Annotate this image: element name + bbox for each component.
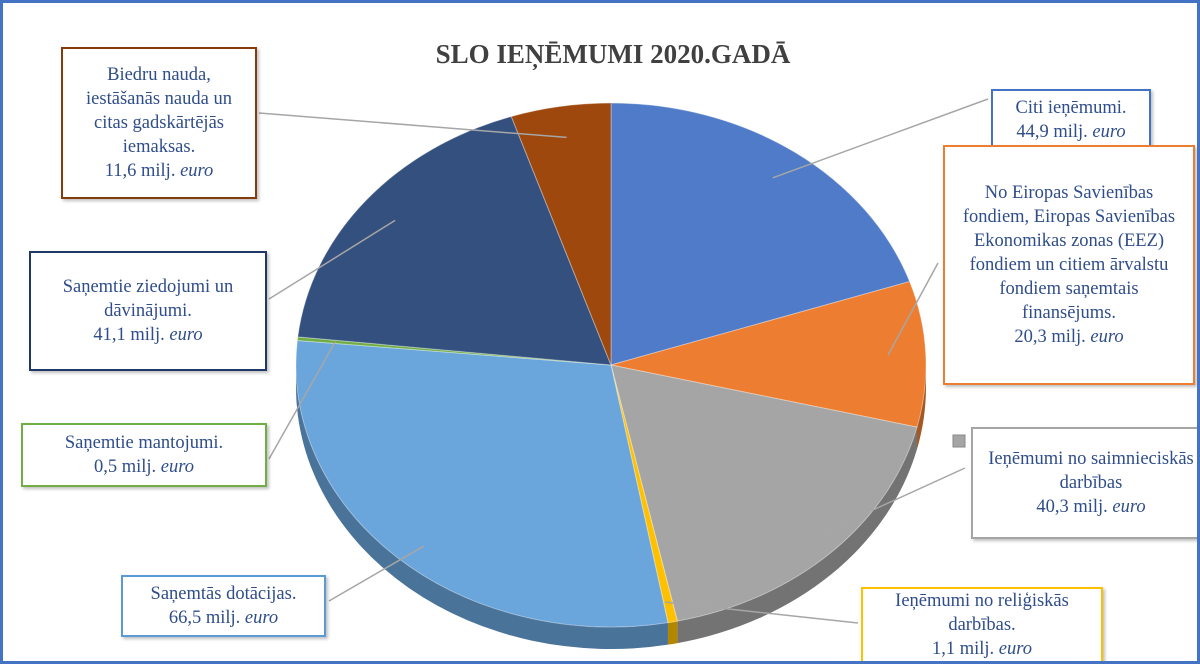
legend-icon: [952, 434, 966, 448]
value-line: 44,9 milj. euro: [999, 120, 1143, 144]
currency: euro: [244, 608, 279, 628]
value-label: 11,6: [104, 161, 137, 181]
category-label: Ieņēmumi no reliģiskās darbības.: [895, 591, 1069, 635]
pie-slice: [297, 115, 612, 366]
slice-side: [917, 365, 927, 450]
value-line: 41,1 milj. euro: [37, 323, 259, 347]
data-callout: Saņemtie mantojumi. 0,5 milj. euro: [21, 423, 267, 487]
category-label: Saņemtie ziedojumi un dāvinājumi.: [62, 277, 234, 321]
value-label: 0,5: [93, 457, 118, 477]
value-label: 41,1: [93, 325, 126, 345]
currency: euro: [1092, 122, 1126, 142]
leader-line: [665, 601, 859, 624]
leader-line: [268, 341, 336, 460]
currency: euro: [160, 457, 195, 477]
value-line: 20,3 milj. euro: [951, 325, 1187, 349]
category-label: Citi ieņēmumi.: [1015, 98, 1127, 118]
value-label: 66,5: [168, 608, 202, 628]
leader-line: [887, 262, 939, 356]
leader-line: [804, 467, 966, 542]
value-unit: milj.: [141, 161, 176, 181]
value-label: 1,1: [931, 639, 956, 659]
currency: euro: [169, 325, 203, 345]
leader-line: [772, 98, 989, 179]
pie-slice: [610, 102, 911, 366]
value-unit: milj.: [121, 457, 157, 477]
data-callout: Citi ieņēmumi. 44,9 milj. euro: [991, 89, 1151, 151]
value-unit: milj.: [959, 639, 995, 659]
pie-slice: [610, 280, 927, 428]
value-label: 44,9: [1016, 122, 1049, 142]
currency: euro: [1090, 327, 1124, 347]
chart-title: SLO IEŅĒMUMI 2020.GADĀ: [435, 39, 791, 69]
data-callout: Ieņēmumi no reliģiskās darbības. 1,1 milj…: [861, 587, 1103, 661]
pie-slice: [510, 102, 612, 366]
leader-line: [258, 112, 567, 139]
value-label: 40,3: [1036, 497, 1069, 517]
pie-slice: [296, 336, 612, 366]
data-callout: Saņemtās dotācijas. 66,5 milj. euro: [121, 575, 326, 637]
pie-slice: [610, 364, 679, 624]
value-unit: milj.: [130, 325, 165, 345]
category-label: No Eiropas Savienības fondiem, Eiropas S…: [962, 183, 1176, 323]
category-label: Biedru nauda, iestāšanās nauda un citas …: [86, 65, 232, 157]
category-label: Saņemtie mantojumi.: [64, 433, 224, 453]
value-line: 11,6 milj. euro: [69, 159, 249, 183]
slice-side: [667, 621, 678, 645]
data-callout: Biedru nauda, iestāšanās nauda un citas …: [61, 47, 257, 199]
slice-side: [677, 427, 918, 644]
value-line: 1,1 milj. euro: [869, 637, 1095, 661]
value-unit: milj.: [1053, 122, 1088, 142]
data-callout: Saņemtie ziedojumi un dāvinājumi. 41,1 mi…: [29, 251, 267, 371]
value-line: 66,5 milj. euro: [129, 606, 318, 630]
value-unit: milj.: [1073, 497, 1108, 517]
category-label: Ieņēmumi no saimnieciskās darbības: [988, 449, 1194, 493]
value-unit: milj.: [205, 608, 241, 628]
currency: euro: [998, 639, 1033, 659]
category-label: Saņemtās dotācijas.: [150, 584, 297, 604]
data-callout: Ieņēmumi no saimnieciskās darbības 40,3 m…: [971, 427, 1197, 539]
value-label: 20,3: [1014, 327, 1047, 347]
pie-slice: [610, 364, 918, 622]
chart: [258, 98, 989, 649]
pie-slice: [295, 339, 669, 628]
currency: euro: [1112, 497, 1146, 517]
leader-line: [268, 219, 396, 300]
value-line: 0,5 milj. euro: [29, 455, 259, 479]
value-line: 40,3 milj. euro: [979, 495, 1197, 519]
value-unit: milj.: [1051, 327, 1086, 347]
currency: euro: [180, 161, 214, 181]
leader-line: [328, 545, 425, 602]
data-callout: No Eiropas Savienības fondiem, Eiropas S…: [943, 145, 1195, 385]
